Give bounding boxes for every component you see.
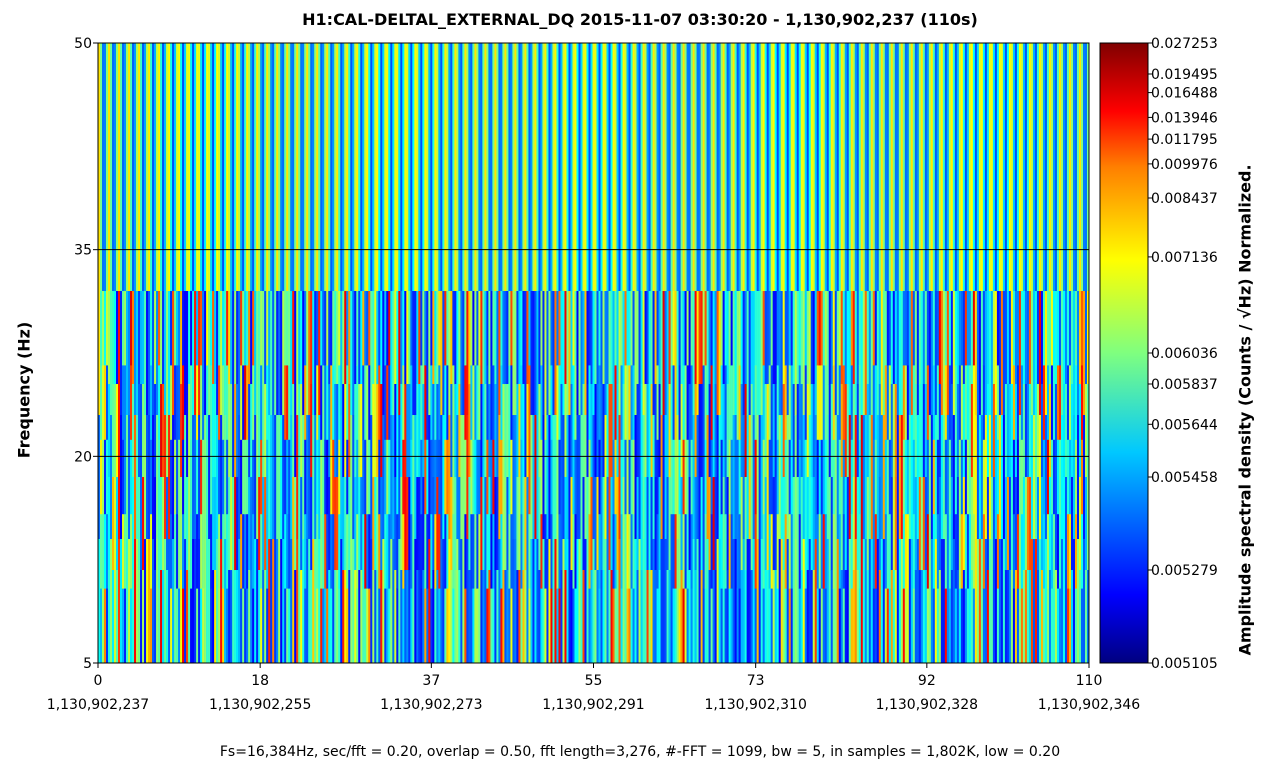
colorbar-tick-label-0.005279: 0.005279 <box>1151 563 1218 579</box>
colorbar-tick-label-0.016488: 0.016488 <box>1151 86 1218 102</box>
chart-title: H1:CAL-DELTAL_EXTERNAL_DQ 2015-11-07 03:… <box>302 10 978 29</box>
colorbar-tick-label-0.011795: 0.011795 <box>1151 132 1218 148</box>
colorbar-tick-label-0.005644: 0.005644 <box>1151 417 1218 433</box>
y-tick-label-50: 50 <box>74 36 92 52</box>
fft-parameters-footer: Fs=16,384Hz, sec/fft = 0.20, overlap = 0… <box>219 744 1061 760</box>
colorbar-tick-label-0.019495: 0.019495 <box>1151 67 1218 83</box>
axes: 0 1,130,902,237 18 1,130,902,255 37 1,130,902… <box>47 36 1141 713</box>
colorbar-tick-label-0.009976: 0.009976 <box>1151 157 1218 173</box>
x-tick-label-18: 18 <box>251 673 269 689</box>
x-gps-label-73: 1,130,902,310 <box>704 697 806 713</box>
colorbar-ticks: 0.005105 0.005279 0.005458 0.005644 0.005837… <box>1148 36 1218 672</box>
colorbar-tick-label-0.008437: 0.008437 <box>1151 191 1218 207</box>
x-tick-label-37: 37 <box>422 673 440 689</box>
spectrogram-heatmap <box>98 43 1090 664</box>
colorbar-tick-label-0.007136: 0.007136 <box>1151 250 1218 266</box>
colorbar-tick-label-0.027253: 0.027253 <box>1151 36 1218 52</box>
x-tick-label-73: 73 <box>747 673 765 689</box>
x-gps-label-110: 1,130,902,346 <box>1038 697 1141 713</box>
y-tick-label-5: 5 <box>83 656 92 672</box>
x-gps-label-18: 1,130,902,255 <box>209 697 311 713</box>
x-gps-label-37: 1,130,902,273 <box>380 697 482 713</box>
y-tick-label-35: 35 <box>74 243 92 259</box>
colorbar-tick-label-0.013946: 0.013946 <box>1151 110 1218 126</box>
y-tick-label-20: 20 <box>74 449 92 465</box>
colorbar-tick-label-0.006036: 0.006036 <box>1151 346 1218 362</box>
x-tick-label-110: 110 <box>1076 673 1103 689</box>
colorbar-tick-label-0.005105: 0.005105 <box>1151 656 1218 672</box>
x-gps-label-0: 1,130,902,237 <box>47 697 149 713</box>
x-gps-label-55: 1,130,902,291 <box>542 697 644 713</box>
grid-lines <box>98 249 1089 457</box>
x-gps-label-92: 1,130,902,328 <box>876 697 978 713</box>
colorbar <box>1099 42 1149 664</box>
x-tick-label-92: 92 <box>918 673 936 689</box>
x-tick-label-0: 0 <box>94 673 103 689</box>
x-tick-label-55: 55 <box>585 673 603 689</box>
colorbar-tick-label-0.005458: 0.005458 <box>1151 470 1218 486</box>
colorbar-tick-label-0.005837: 0.005837 <box>1151 377 1218 393</box>
